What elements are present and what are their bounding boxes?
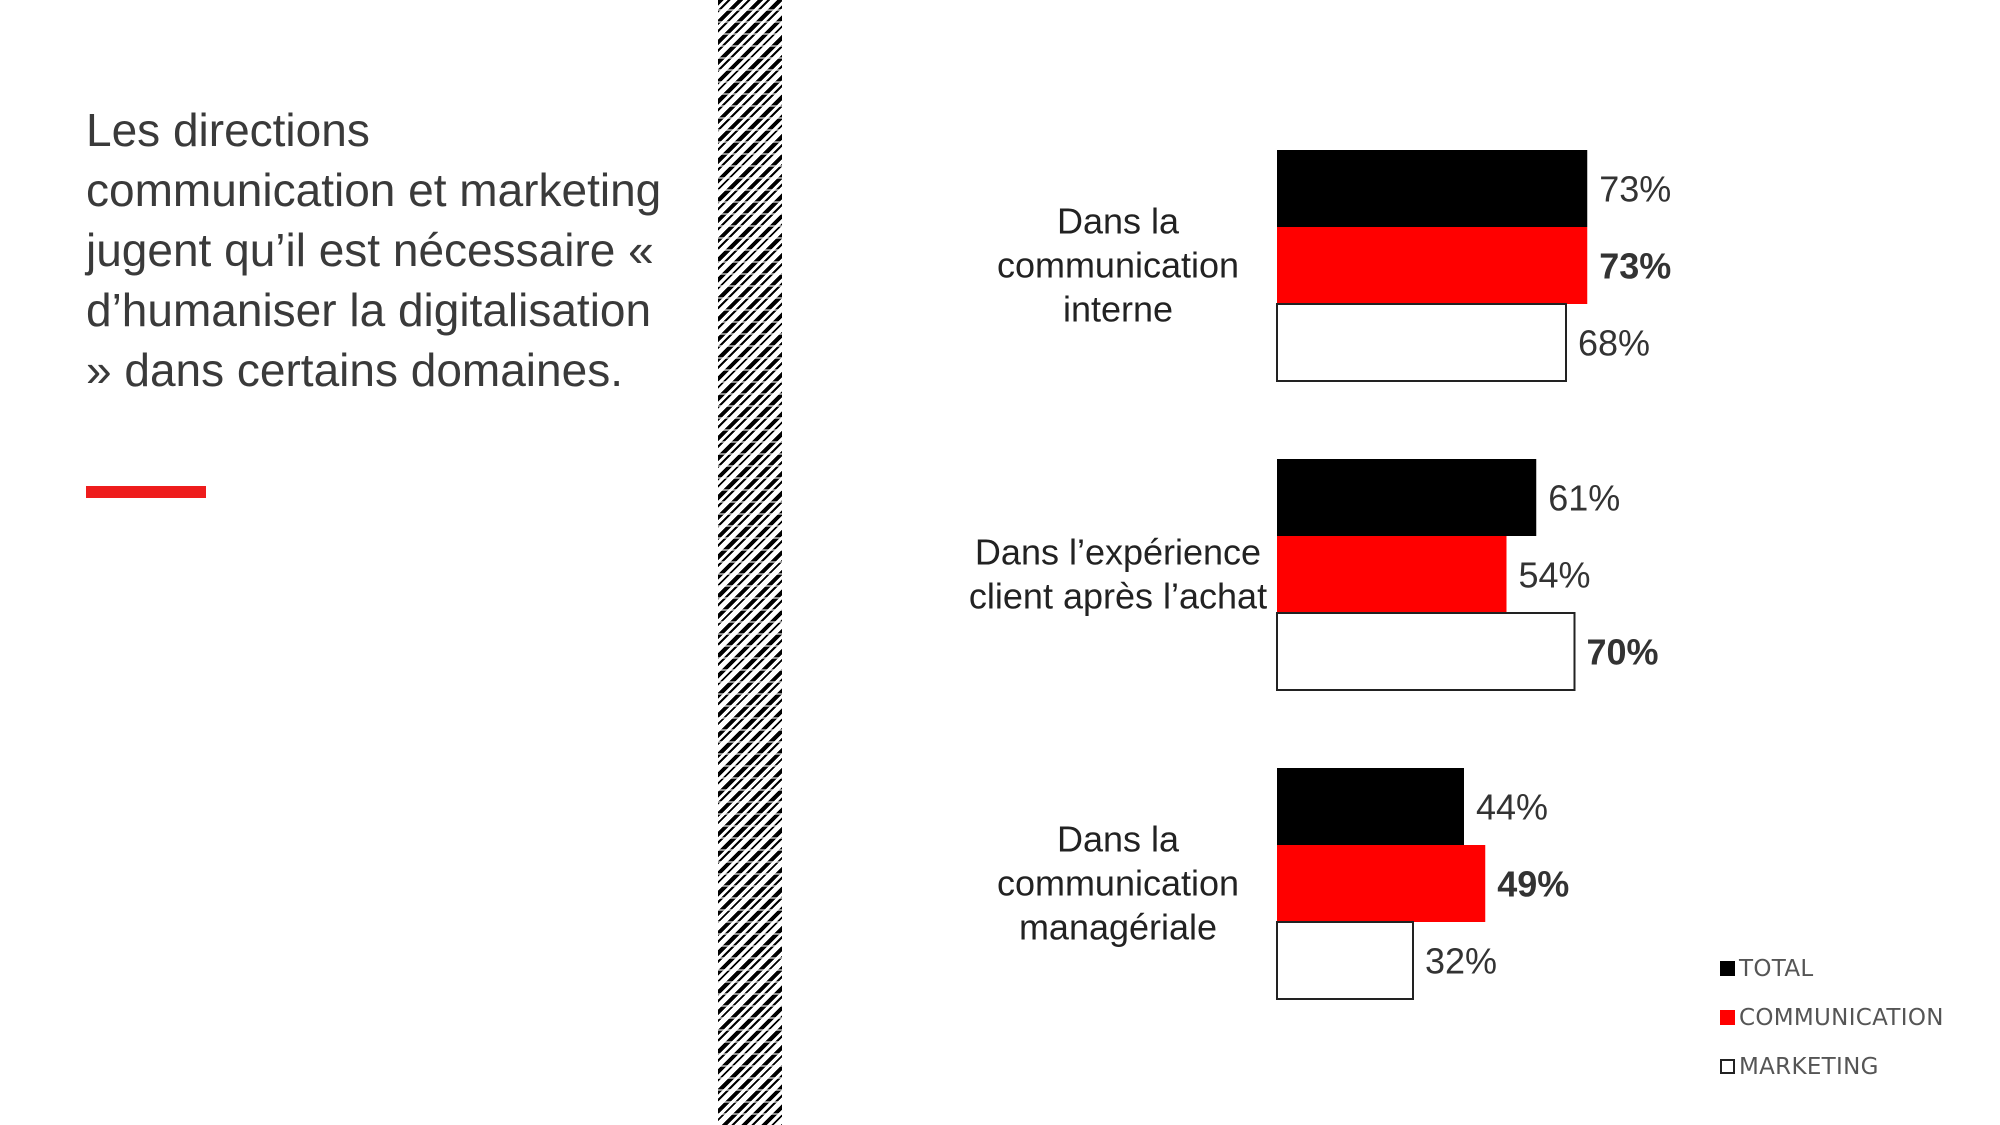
category-label-1-line-1: Dans la <box>1057 201 1180 242</box>
category-label-1-line-3: interne <box>1063 289 1173 330</box>
headline: Les directions communication et marketin… <box>86 104 662 396</box>
value-label-marketing-1: 68% <box>1578 323 1650 364</box>
accent-line <box>86 486 206 498</box>
bar-communication-3 <box>1277 845 1486 922</box>
legend-item-marketing: MARKETING <box>1720 1042 1944 1091</box>
category-label-2-line-1: Dans l’expérience <box>975 532 1261 573</box>
bar-marketing-1 <box>1276 303 1567 382</box>
category-label-3-line-1: Dans la <box>1057 819 1180 860</box>
value-label-marketing-2: 70% <box>1587 632 1659 673</box>
category-label-3-line-3: managériale <box>1019 907 1217 948</box>
bar-total-2 <box>1277 459 1537 536</box>
legend-item-total: TOTAL <box>1720 944 1944 993</box>
legend-swatch-total <box>1720 961 1735 976</box>
bar-marketing-2 <box>1276 612 1576 691</box>
value-label-communication-1: 73% <box>1599 246 1671 287</box>
legend-label-marketing: MARKETING <box>1739 1053 1879 1080</box>
bar-marketing-3 <box>1276 921 1414 1000</box>
value-label-marketing-3: 32% <box>1425 941 1497 982</box>
legend-label-total: TOTAL <box>1739 955 1814 982</box>
category-label-1-line-2: communication <box>997 245 1239 286</box>
hatched-divider <box>718 0 782 1125</box>
bar-total-1 <box>1277 150 1588 227</box>
legend-swatch-marketing <box>1720 1059 1735 1074</box>
legend-item-communication: COMMUNICATION <box>1720 993 1944 1042</box>
category-label-3-line-2: communication <box>997 863 1239 904</box>
value-label-communication-3: 49% <box>1497 864 1569 905</box>
value-label-communication-2: 54% <box>1519 555 1591 596</box>
legend-swatch-communication <box>1720 1010 1735 1025</box>
value-label-total-3: 44% <box>1476 787 1548 828</box>
bar-total-3 <box>1277 768 1464 845</box>
legend-label-communication: COMMUNICATION <box>1739 1004 1944 1031</box>
value-label-total-1: 73% <box>1599 169 1671 210</box>
value-label-total-2: 61% <box>1548 478 1620 519</box>
bar-communication-2 <box>1277 536 1507 613</box>
bar-communication-1 <box>1277 227 1588 304</box>
legend: TOTAL COMMUNICATION MARKETING <box>1720 944 1944 1091</box>
category-label-2-line-2: client après l’achat <box>969 576 1267 617</box>
